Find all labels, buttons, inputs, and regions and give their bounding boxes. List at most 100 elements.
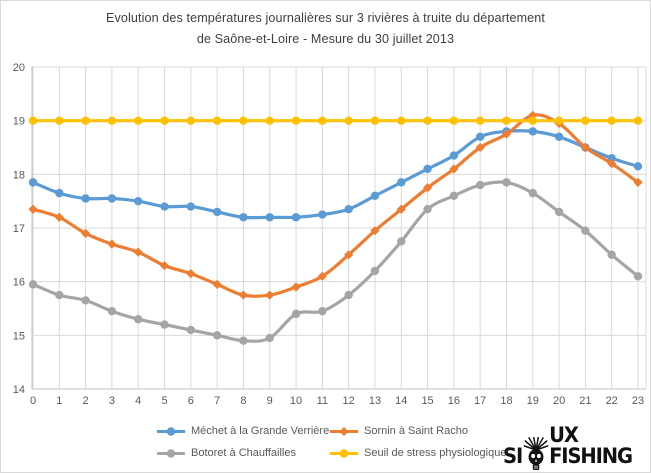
y-tick-label: 18	[13, 169, 25, 181]
series-1-marker	[317, 271, 327, 281]
y-tick-label: 17	[13, 223, 25, 235]
legend-item-2: Botoret à Chauffailles	[156, 447, 329, 459]
series-2-marker	[581, 226, 590, 235]
chart-title-line1: Evolution des températures journalières …	[105, 11, 545, 25]
series-2-marker	[423, 205, 432, 214]
series-2-marker	[607, 250, 616, 260]
series-3-marker	[449, 116, 459, 125]
series-2-marker	[212, 331, 222, 340]
x-tick-label: 20	[553, 395, 565, 407]
y-tick-label: 16	[13, 277, 25, 289]
watermark-suffix: UX FISHING	[549, 423, 633, 468]
legend-item-3: Seuil de stress physiologique	[329, 447, 506, 459]
series-0-marker	[344, 205, 353, 214]
series-3-marker	[265, 116, 274, 125]
series-3-marker	[212, 116, 222, 125]
skull-icon	[523, 437, 548, 470]
series-2-marker	[239, 336, 248, 345]
series-1-marker	[422, 183, 433, 193]
series-0-marker	[81, 194, 90, 203]
legend-label: Méchet à la Grande Verrière	[191, 425, 330, 437]
series-3-marker	[186, 116, 196, 125]
series-1-marker	[107, 239, 117, 249]
series-3-marker	[134, 116, 143, 125]
series-2-marker	[397, 237, 406, 246]
series-3-marker	[291, 116, 301, 125]
chart-title-line2: de Saône-et-Loire - Mesure du 30 juillet…	[196, 32, 455, 46]
legend-item-0: Méchet à la Grande Verrière	[156, 425, 329, 437]
series-3-marker	[318, 116, 327, 125]
series-2-marker	[265, 333, 274, 343]
x-tick-label: 7	[214, 395, 220, 407]
x-tick-label: 4	[135, 395, 141, 407]
series-0-marker	[28, 178, 38, 187]
series-2-marker	[107, 306, 117, 316]
series-2-marker	[502, 178, 511, 187]
series-3-marker	[55, 116, 64, 125]
series-0-marker	[528, 127, 537, 136]
x-tick-label: 8	[240, 395, 246, 407]
y-tick-label: 19	[13, 116, 25, 128]
series-1-marker	[291, 282, 301, 292]
series-3-marker	[239, 116, 248, 125]
series-1-marker	[580, 142, 590, 153]
legend-marker-icon	[330, 448, 358, 458]
x-tick-label: 14	[395, 395, 407, 407]
series-2-marker	[55, 290, 64, 300]
series-2-marker	[28, 280, 38, 289]
series-3-marker	[344, 116, 353, 125]
series-0-marker	[554, 132, 564, 141]
legend-item-1: Sornin à Saint Racho	[329, 425, 506, 437]
x-tick-label: 1	[56, 395, 62, 407]
series-1-marker	[54, 212, 64, 222]
series-2-marker	[160, 320, 169, 329]
x-tick-label: 15	[421, 395, 433, 407]
series-1-marker	[238, 290, 249, 300]
series-3-marker	[370, 116, 380, 125]
series-2-marker	[318, 306, 327, 316]
series-1-marker	[501, 129, 512, 139]
series-2-marker	[554, 207, 564, 217]
series-0-marker	[212, 207, 222, 217]
x-tick-label: 3	[109, 395, 115, 407]
x-tick-label: 2	[83, 395, 89, 407]
series-2-marker	[449, 191, 459, 200]
series-2-marker	[633, 272, 643, 281]
series-3-marker	[107, 116, 117, 125]
x-tick-label: 21	[579, 395, 591, 407]
series-2-marker	[134, 315, 143, 324]
series-3-marker	[502, 116, 511, 125]
x-tick-label: 22	[606, 395, 618, 407]
x-tick-label: 11	[317, 395, 328, 407]
series-1-marker	[159, 260, 170, 271]
x-tick-label: 10	[290, 395, 302, 407]
series-2-marker	[291, 309, 301, 319]
series-0-marker	[134, 196, 143, 206]
series-3-marker	[581, 116, 590, 125]
series-0-marker	[633, 162, 643, 171]
series-0-marker	[449, 151, 459, 160]
series-1-marker	[396, 204, 406, 214]
series-2-marker	[475, 180, 485, 190]
series-1-marker	[265, 290, 275, 300]
x-tick-label: 23	[632, 395, 644, 407]
watermark-prefix: SI	[503, 444, 523, 468]
series-3-marker	[554, 116, 564, 125]
chart-legend: Méchet à la Grande Verrière Sornin à Sain…	[156, 420, 506, 464]
series-2-marker	[528, 188, 537, 198]
series-0-marker	[265, 213, 274, 222]
series-1-marker	[370, 226, 380, 236]
legend-marker-icon	[330, 426, 358, 436]
legend-marker-icon	[157, 448, 185, 458]
series-1-marker	[449, 164, 459, 174]
series-3-marker	[633, 116, 643, 125]
x-tick-label: 18	[500, 395, 512, 407]
series-0-marker	[397, 178, 406, 187]
series-0-marker	[423, 164, 432, 174]
series-3-marker	[607, 116, 616, 125]
series-0-marker	[107, 194, 117, 203]
legend-label: Sornin à Saint Racho	[364, 425, 468, 437]
series-2-marker	[344, 290, 353, 300]
series-1-marker	[607, 159, 617, 169]
